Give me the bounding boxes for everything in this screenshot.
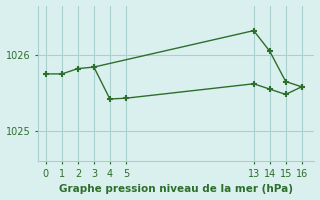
X-axis label: Graphe pression niveau de la mer (hPa): Graphe pression niveau de la mer (hPa) bbox=[59, 184, 293, 194]
